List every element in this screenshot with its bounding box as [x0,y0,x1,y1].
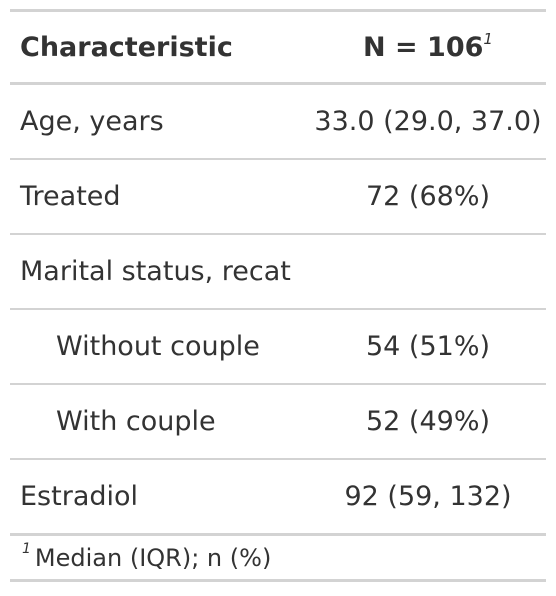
header-n-footnote-marker: 1 [483,30,493,48]
table-header-row: Characteristic N = 1061 [10,12,546,85]
header-n: N = 1061 [310,32,546,63]
table-row-with-couple: With couple 52 (49%) [10,385,546,460]
table-row-without-couple: Without couple 54 (51%) [10,310,546,385]
row-label: Treated [20,181,121,212]
row-label: Without couple [56,331,260,362]
row-value: 92 (59, 132) [310,481,546,512]
header-characteristic: Characteristic [20,32,233,63]
row-label: Age, years [20,106,164,137]
row-label: With couple [56,406,216,437]
row-value: 52 (49%) [310,406,546,437]
footnote-marker: 1 [22,541,31,557]
table-row-age: Age, years 33.0 (29.0, 37.0) [10,85,546,160]
row-value: 54 (51%) [310,331,546,362]
table-row-treated: Treated 72 (68%) [10,160,546,235]
footnote-text-wrap: 1 Median (IQR); n (%) [22,544,271,572]
table-row-estradiol: Estradiol 92 (59, 132) [10,460,546,536]
summary-table: Characteristic N = 1061 Age, years 33.0 … [10,9,546,582]
table-row-marital-status: Marital status, recat [10,235,546,310]
row-value: 72 (68%) [310,181,546,212]
footnote-text: Median (IQR); n (%) [35,544,271,572]
row-value: 33.0 (29.0, 37.0) [310,106,546,137]
table-footnote: 1 Median (IQR); n (%) [10,536,546,582]
row-label: Estradiol [20,481,138,512]
row-label: Marital status, recat [20,256,291,287]
header-n-label: N = 106 [363,32,483,63]
